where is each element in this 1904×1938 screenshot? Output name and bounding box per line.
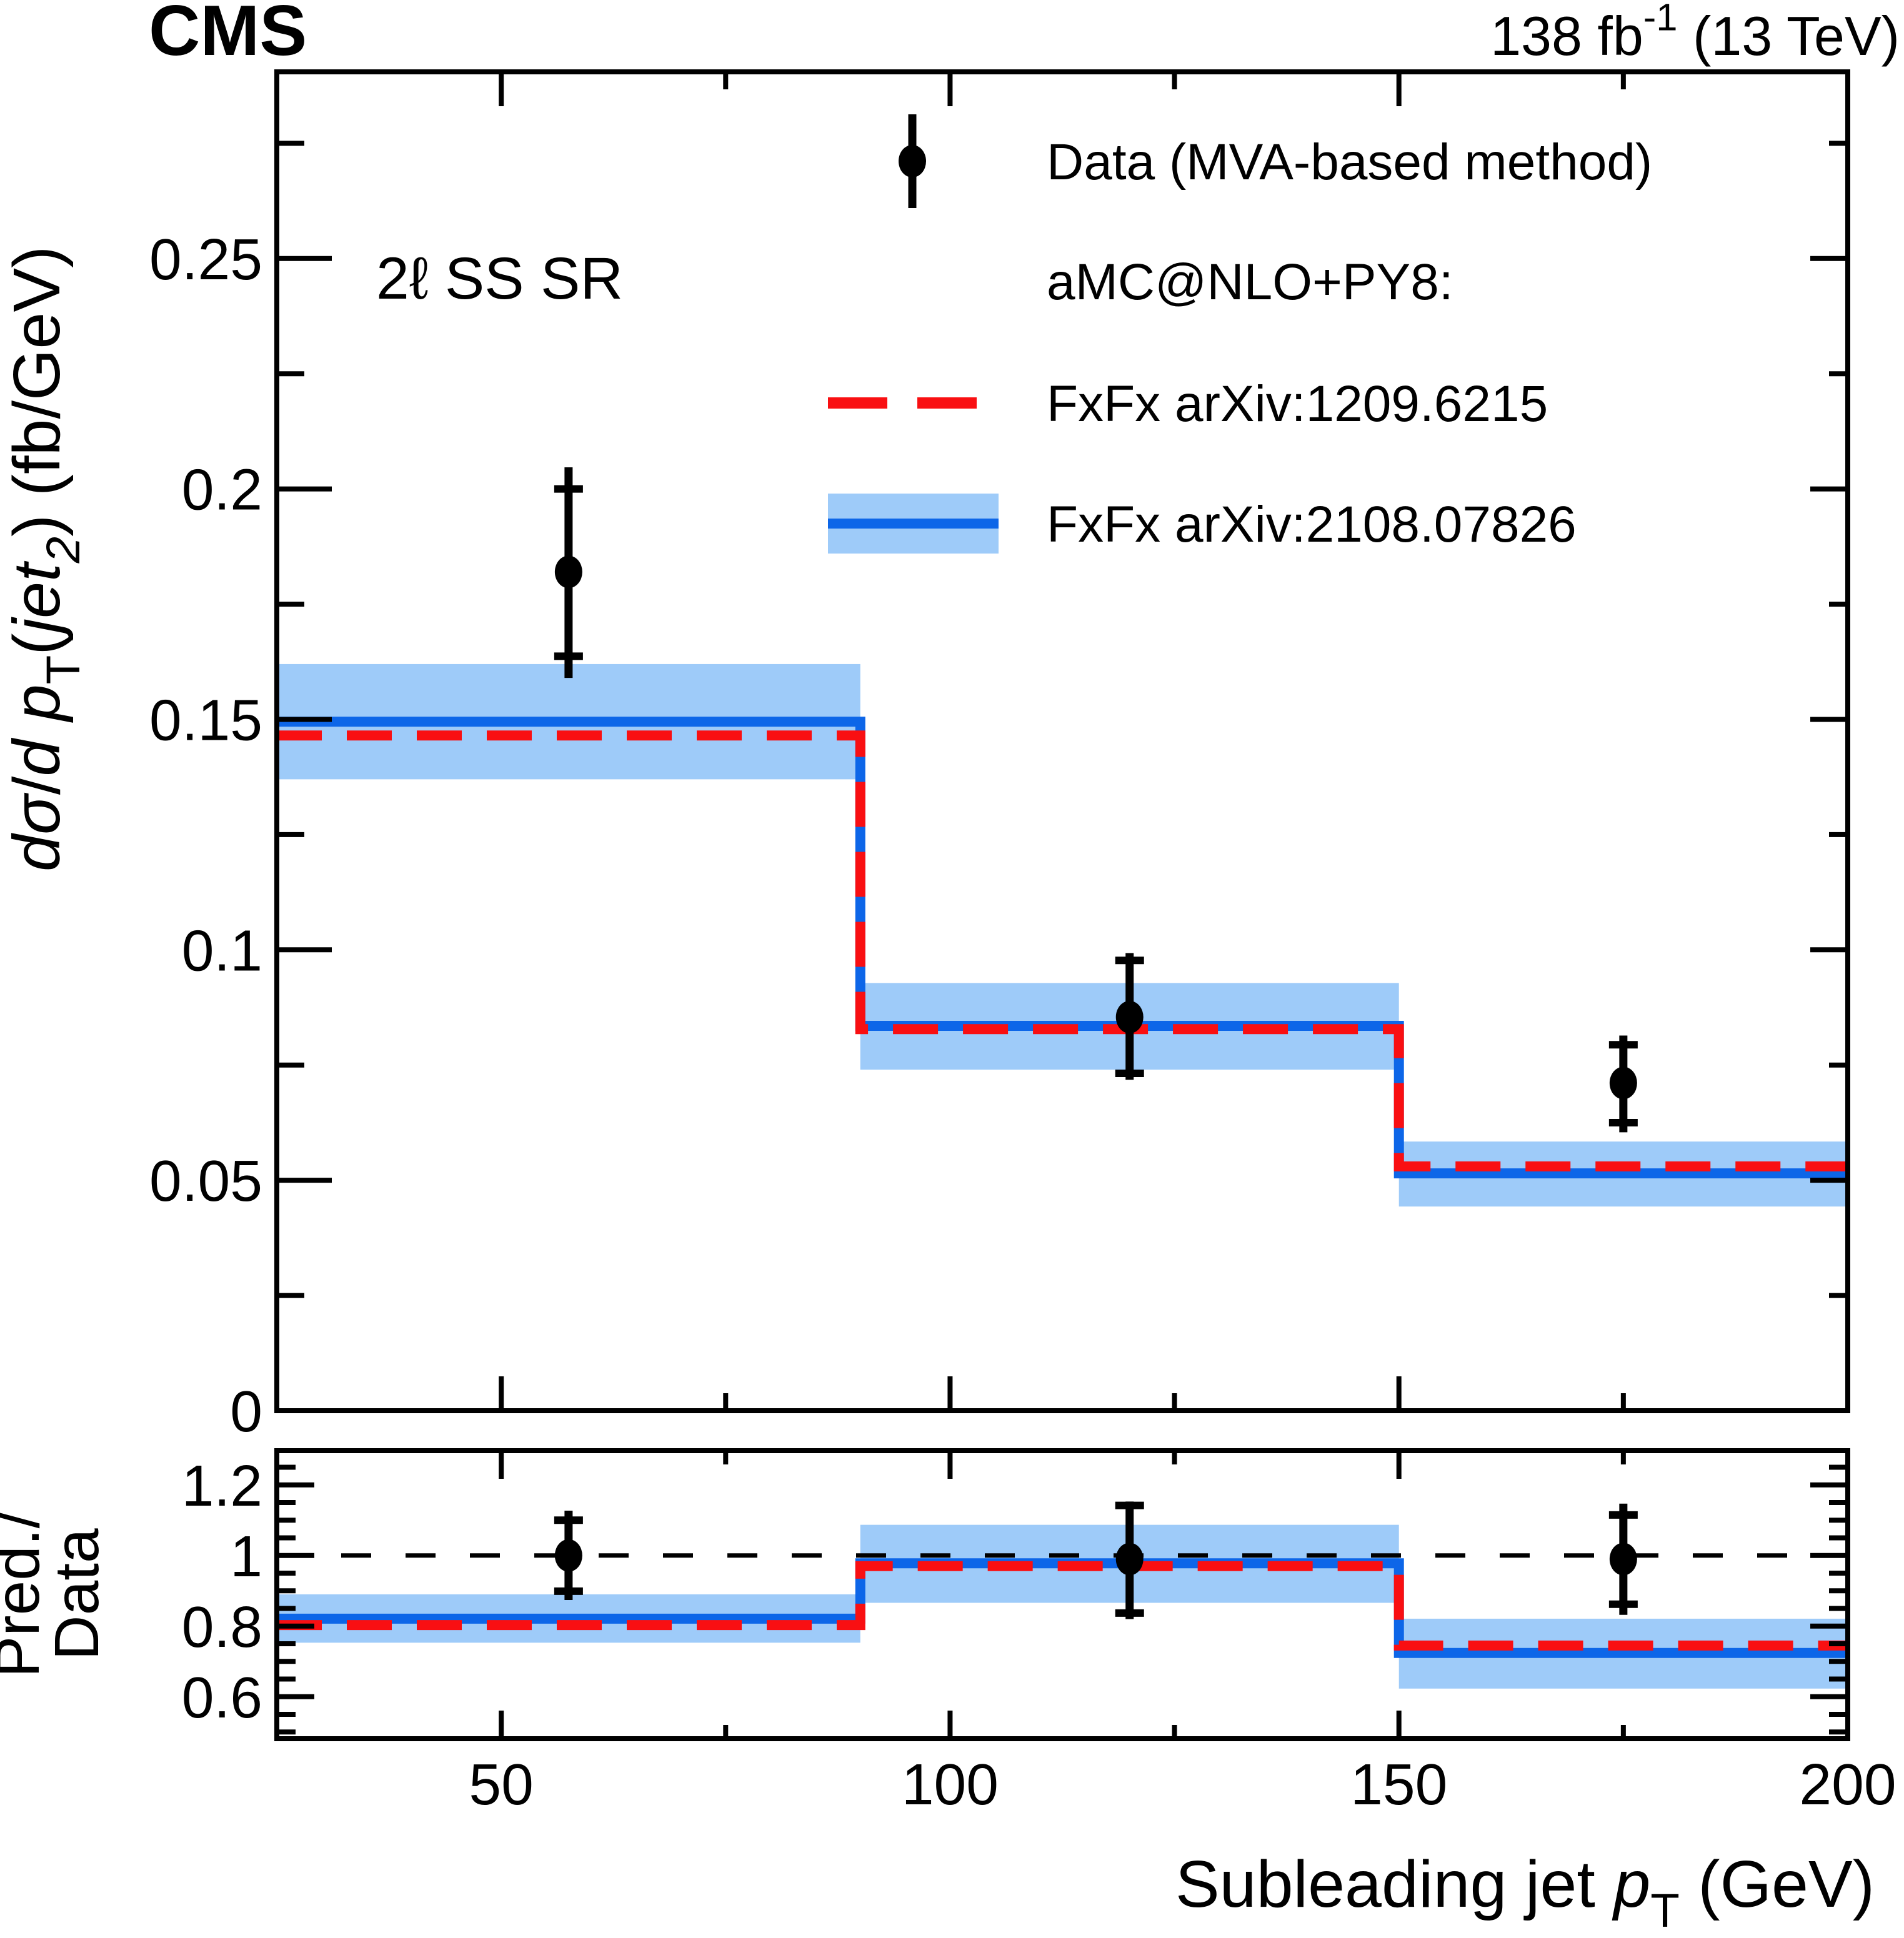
main-y-tick-label-0.25: 0.25: [149, 227, 262, 292]
legend-entry-3: FxFx arXiv:1209.6215: [828, 375, 1548, 432]
data-point-2: [1115, 953, 1144, 1080]
main-plot-frame: [274, 69, 1850, 1413]
main-y-tick-label-0.05: 0.05: [149, 1148, 262, 1213]
ratio-plot-frame: [274, 1448, 1850, 1741]
main-y-tick-label-0: 0: [230, 1379, 262, 1444]
ratio-data-point-2: [1115, 1501, 1144, 1619]
fxfx-2108-line-main: [277, 717, 1848, 1179]
main-y-tick-label-0.15: 0.15: [149, 687, 262, 752]
data-points: [554, 467, 1638, 1619]
ratio-data-point-1: [554, 1511, 583, 1600]
fxfx-1209-line-main: [277, 730, 1848, 1172]
legend-label-2: aMC@NLO+PY8:: [1047, 254, 1453, 311]
ratio-y-tick-label-0.6: 0.6: [182, 1665, 262, 1730]
lumi-label: 138 fb-1 (13 TeV): [1490, 0, 1900, 67]
x-tick-label-100: 100: [902, 1752, 999, 1817]
x-tick-label-50: 50: [469, 1752, 533, 1817]
ratio-y-axis-title-line1: Pred./: [0, 1511, 52, 1677]
legend: Data (MVA-based method) aMC@NLO+PY8: FxFx …: [828, 114, 1652, 554]
x-tick-label-150: 150: [1350, 1752, 1447, 1817]
axes-and-frames: [274, 69, 1850, 1741]
cms-logo: CMS: [149, 0, 307, 71]
ratio-y-axis-title-line2: Data: [42, 1528, 112, 1661]
legend-data-marker: [899, 145, 926, 177]
ratio-data-point-3: [1608, 1503, 1638, 1615]
data-point-3: [1608, 1035, 1638, 1133]
panel-label: 2ℓ SS SR: [376, 246, 623, 312]
data-point-1: [554, 467, 583, 678]
ratio-y-tick-label-0.8: 0.8: [182, 1594, 262, 1659]
ratio-y-tick-label-1: 1: [230, 1524, 262, 1589]
x-axis-title: Subleading jet pT (GeV): [1175, 1847, 1875, 1937]
legend-entry-2: aMC@NLO+PY8:: [1047, 254, 1453, 311]
y-axis-title: dσ/d pT(jet2) (fb/GeV): [0, 246, 90, 872]
main-y-tick-label-0.2: 0.2: [182, 457, 262, 522]
legend-entry-4: FxFx arXiv:2108.07826: [828, 494, 1577, 554]
legend-label-3: FxFx arXiv:1209.6215: [1047, 375, 1548, 432]
x-tick-label-200: 200: [1799, 1752, 1896, 1817]
ratio-y-tick-label-1.2: 1.2: [182, 1453, 262, 1518]
main-y-tick-label-0.1: 0.1: [182, 918, 262, 983]
legend-entry-1: Data (MVA-based method): [899, 114, 1652, 208]
legend-label-4: FxFx arXiv:2108.07826: [1047, 496, 1577, 553]
legend-label-1: Data (MVA-based method): [1047, 134, 1652, 191]
